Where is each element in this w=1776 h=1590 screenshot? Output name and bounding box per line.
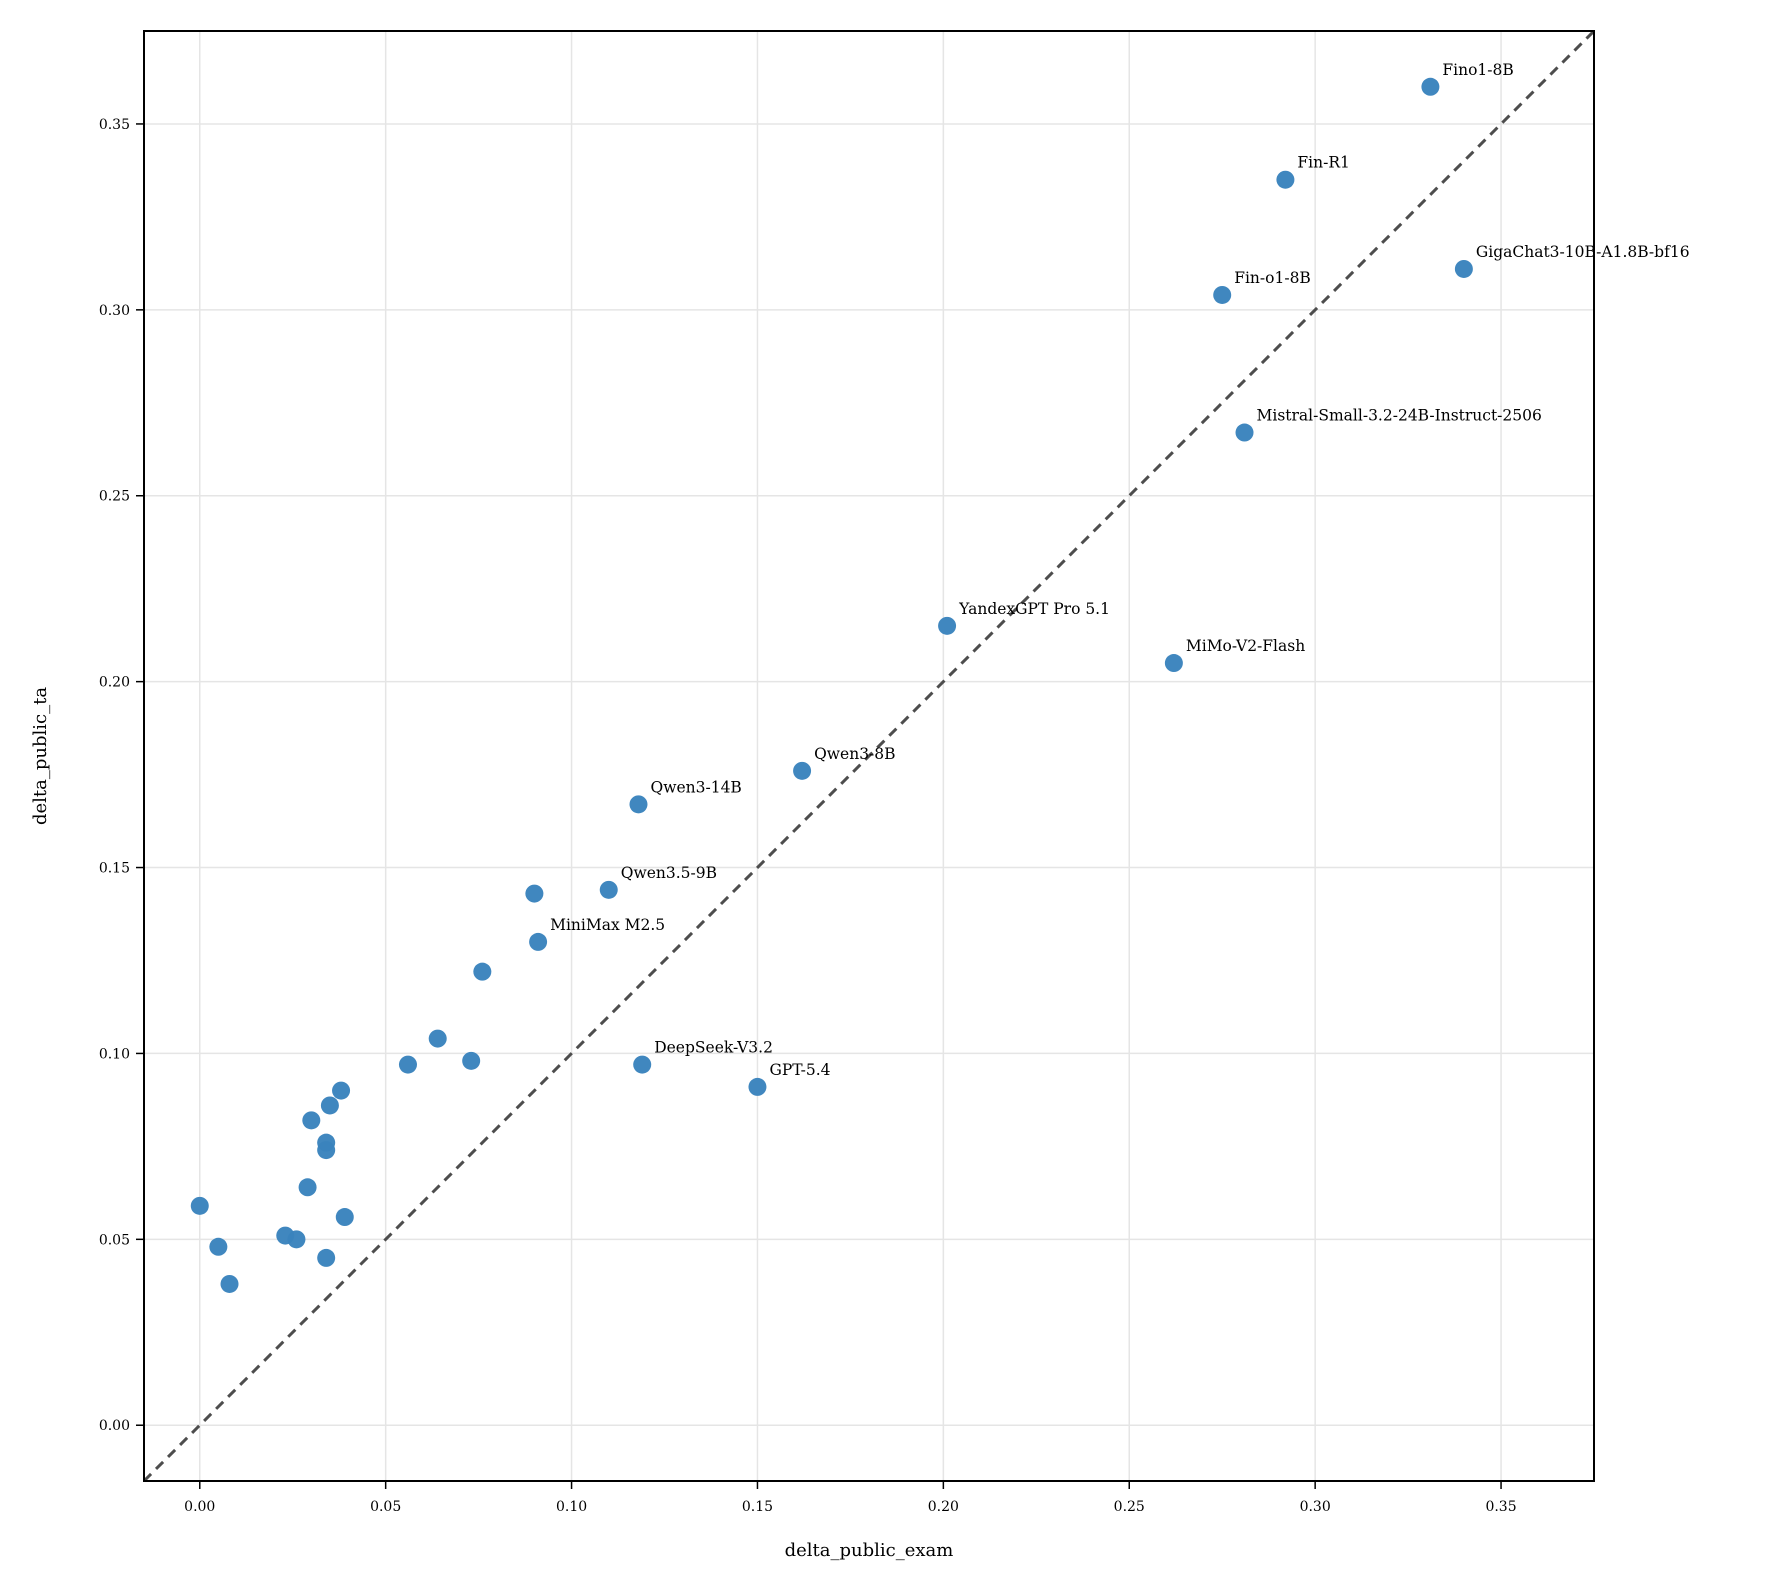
data-point bbox=[398, 1055, 417, 1074]
y-tick-label: 0.00 bbox=[99, 1418, 130, 1434]
data-point bbox=[287, 1230, 306, 1249]
data-point bbox=[938, 616, 957, 635]
point-label: Qwen3-8B bbox=[814, 745, 895, 763]
point-labels: Fino1-8B Fin-R1 GigaChat3-10B-A1.8B-bf16 Fi… bbox=[550, 61, 1689, 1079]
data-point bbox=[793, 761, 812, 780]
y-tick-label: 0.25 bbox=[99, 489, 130, 505]
point-label: MiniMax M2.5 bbox=[550, 916, 665, 934]
x-tick-label: 0.10 bbox=[556, 1499, 587, 1515]
x-tick-label: 0.35 bbox=[1485, 1499, 1516, 1515]
data-point bbox=[320, 1096, 339, 1115]
data-point bbox=[525, 884, 544, 903]
y-axis-label: delta_public_ta bbox=[30, 687, 51, 825]
reference-line-group bbox=[142, 29, 1596, 1483]
data-point bbox=[629, 795, 648, 814]
reference-line bbox=[142, 29, 1596, 1483]
point-label: Qwen3.5-9B bbox=[621, 864, 717, 882]
data-point bbox=[209, 1237, 228, 1256]
y-tick-label: 0.20 bbox=[99, 675, 130, 691]
data-point bbox=[1235, 423, 1254, 442]
data-point bbox=[298, 1178, 317, 1197]
data-point bbox=[302, 1111, 321, 1130]
y-tick-label: 0.30 bbox=[99, 303, 130, 319]
x-axis-ticks: 0.00 0.05 0.10 0.15 0.20 0.25 0.30 0.35 bbox=[184, 1481, 1517, 1515]
point-label: Fino1-8B bbox=[1442, 61, 1513, 79]
data-point bbox=[599, 880, 618, 899]
point-label: GigaChat3-10B-A1.8B-bf16 bbox=[1476, 243, 1690, 261]
data-point bbox=[190, 1196, 209, 1215]
data-point bbox=[332, 1081, 351, 1100]
grid-lines bbox=[144, 31, 1594, 1481]
point-label: Mistral-Small-3.2-24B-Instruct-2506 bbox=[1257, 407, 1542, 425]
point-label: Fin-R1 bbox=[1297, 154, 1349, 172]
y-axis-ticks: 0.00 0.05 0.10 0.15 0.20 0.25 0.30 0.35 bbox=[99, 117, 144, 1434]
data-point bbox=[335, 1208, 354, 1227]
x-tick-label: 0.05 bbox=[370, 1499, 401, 1515]
x-tick-label: 0.00 bbox=[184, 1499, 215, 1515]
data-point bbox=[1421, 77, 1440, 96]
data-point bbox=[462, 1051, 481, 1070]
y-tick-label: 0.05 bbox=[99, 1232, 130, 1248]
data-point bbox=[317, 1141, 336, 1160]
x-axis-label: delta_public_exam bbox=[785, 1540, 954, 1561]
data-point bbox=[220, 1274, 239, 1293]
data-point bbox=[1276, 170, 1295, 189]
data-point bbox=[748, 1077, 767, 1096]
x-tick-label: 0.15 bbox=[742, 1499, 773, 1515]
y-tick-label: 0.35 bbox=[99, 117, 130, 133]
point-label: DeepSeek-V3.2 bbox=[654, 1039, 773, 1057]
data-point bbox=[317, 1248, 336, 1267]
data-point bbox=[529, 932, 548, 951]
point-label: GPT-5.4 bbox=[769, 1061, 830, 1079]
x-tick-label: 0.25 bbox=[1114, 1499, 1145, 1515]
point-label: Qwen3-14B bbox=[650, 778, 741, 796]
data-points bbox=[190, 77, 1473, 1293]
x-tick-label: 0.30 bbox=[1300, 1499, 1331, 1515]
data-point bbox=[428, 1029, 447, 1048]
y-tick-label: 0.10 bbox=[99, 1046, 130, 1062]
data-point bbox=[1454, 259, 1473, 278]
point-label: YandexGPT Pro 5.1 bbox=[958, 600, 1110, 618]
data-point bbox=[473, 962, 492, 981]
point-label: MiMo-V2-Flash bbox=[1186, 637, 1305, 655]
data-point bbox=[1213, 285, 1232, 304]
y-tick-label: 0.15 bbox=[99, 861, 130, 877]
point-label: Fin-o1-8B bbox=[1234, 269, 1311, 287]
data-point bbox=[1164, 654, 1183, 673]
x-tick-label: 0.20 bbox=[928, 1499, 959, 1515]
data-point bbox=[633, 1055, 652, 1074]
plot-frame bbox=[143, 30, 1595, 1482]
